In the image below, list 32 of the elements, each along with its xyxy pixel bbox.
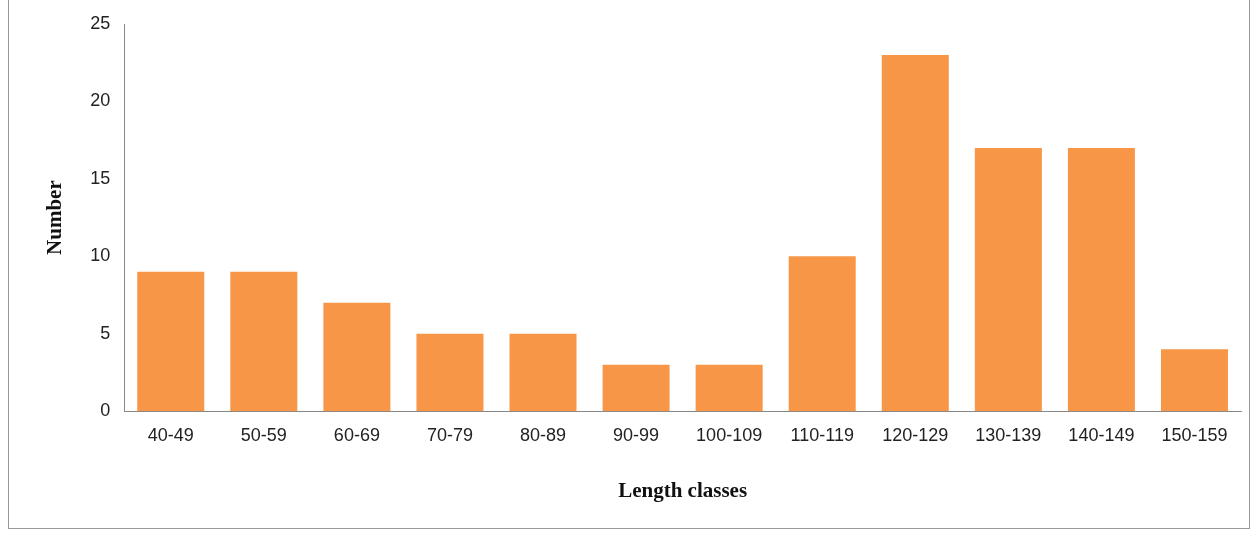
y-axis-title: Number bbox=[42, 180, 67, 255]
x-tick-label: 60-69 bbox=[333, 424, 380, 445]
bar bbox=[1160, 349, 1228, 412]
bar bbox=[1067, 147, 1135, 412]
x-tick-label: 90-99 bbox=[613, 424, 660, 445]
bar bbox=[230, 271, 298, 412]
bar bbox=[323, 302, 391, 412]
x-tick-label: 80-89 bbox=[519, 424, 567, 445]
y-tick-label: 25 bbox=[90, 12, 111, 33]
x-tick-label: 140-149 bbox=[1068, 424, 1135, 445]
x-tick-label: 40-49 bbox=[147, 424, 194, 445]
bar bbox=[137, 271, 205, 412]
x-tick-label: 100-109 bbox=[696, 424, 763, 445]
x-tick-label: 130-139 bbox=[975, 424, 1042, 445]
bar bbox=[695, 364, 763, 412]
y-tick-label: 5 bbox=[100, 322, 111, 343]
x-tick-label: 120-129 bbox=[882, 424, 949, 445]
bar bbox=[602, 364, 670, 412]
bar bbox=[416, 333, 484, 412]
bar bbox=[974, 147, 1042, 412]
y-tick-label: 10 bbox=[90, 245, 111, 266]
bar bbox=[881, 54, 949, 412]
bar bbox=[509, 333, 577, 412]
x-tick-label: 70-79 bbox=[426, 424, 473, 445]
y-tick-label: 20 bbox=[90, 90, 111, 111]
y-tick-label: 0 bbox=[100, 400, 111, 421]
x-tick-label: 50-59 bbox=[240, 424, 287, 445]
x-tick-label: 110-119 bbox=[790, 424, 854, 445]
bar bbox=[788, 256, 856, 412]
x-tick-label: 150-159 bbox=[1161, 424, 1228, 445]
y-tick-label: 15 bbox=[90, 167, 111, 188]
x-axis-title: Length classes bbox=[618, 477, 748, 502]
